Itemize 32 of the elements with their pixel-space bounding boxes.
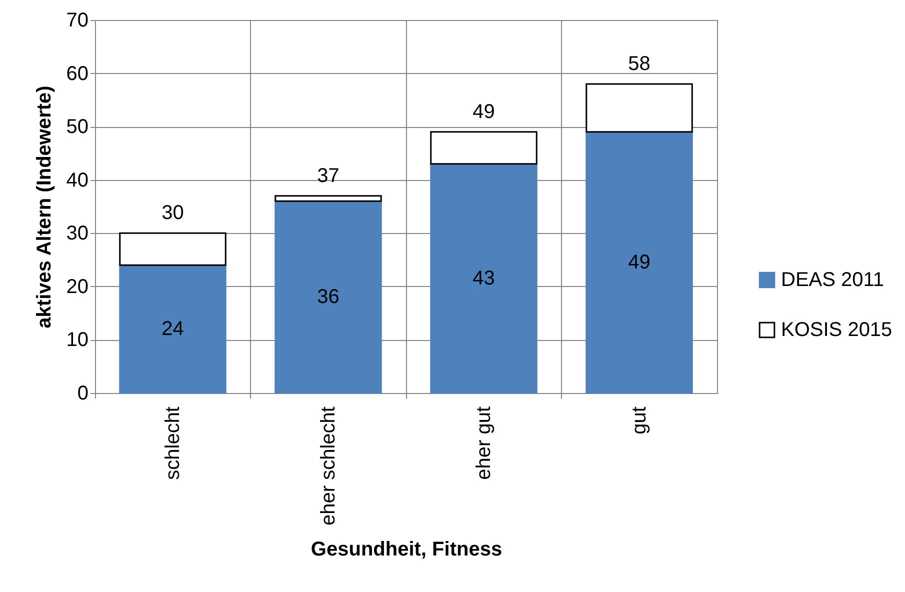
bar — [274, 200, 382, 394]
data-label: 36 — [317, 286, 340, 308]
total-label: 30 — [162, 202, 184, 224]
legend-label: DEAS 2011 — [781, 269, 884, 291]
y-tick-label: 70 — [66, 10, 88, 32]
y-axis-title: aktives Altern (Indewerte) — [33, 86, 56, 328]
x-axis-title: Gesundheit, Fitness — [310, 538, 502, 560]
x-tick-label: gut — [628, 406, 650, 434]
y-tick-label: 20 — [66, 276, 88, 298]
y-tick-label: 0 — [77, 382, 88, 404]
total-label: 37 — [317, 164, 340, 187]
x-tick-label: schlecht — [162, 406, 184, 480]
bar — [274, 195, 382, 202]
y-tick-label: 40 — [66, 169, 88, 192]
legend-label: KOSIS 2015 — [781, 319, 892, 341]
bar — [586, 131, 693, 394]
data-label: 24 — [162, 318, 184, 340]
total-label: 49 — [472, 100, 495, 123]
bar — [430, 163, 538, 394]
y-tick-label: 60 — [66, 62, 88, 85]
y-tick-label: 50 — [66, 116, 88, 138]
total-label: 58 — [628, 52, 650, 75]
data-label: 43 — [472, 267, 495, 290]
x-tick-label: eher gut — [472, 406, 495, 480]
bar — [119, 232, 226, 266]
x-tick-label: eher schlecht — [317, 406, 340, 526]
bar — [430, 131, 538, 165]
bar — [119, 264, 226, 394]
data-label: 49 — [628, 251, 650, 274]
bar — [586, 83, 693, 133]
y-tick-label: 30 — [66, 222, 88, 245]
y-tick-label: 10 — [66, 329, 88, 352]
